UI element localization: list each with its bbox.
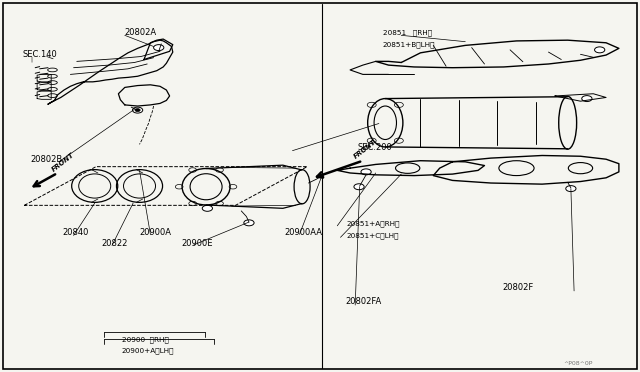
- Text: SEC.140: SEC.140: [22, 49, 57, 58]
- Text: 20851+C〈LH〉: 20851+C〈LH〉: [347, 232, 399, 239]
- Text: ^P08^0P: ^P08^0P: [563, 361, 593, 366]
- Text: 20851   〈RH〉: 20851 〈RH〉: [383, 29, 432, 36]
- Text: 20851+B〈LH〉: 20851+B〈LH〉: [383, 42, 435, 48]
- Circle shape: [582, 96, 592, 102]
- Text: 20802B: 20802B: [31, 155, 63, 164]
- Text: FRONT: FRONT: [353, 139, 378, 160]
- Text: 20840: 20840: [63, 228, 89, 237]
- Text: 20802F: 20802F: [502, 283, 534, 292]
- Text: |: |: [31, 56, 33, 62]
- Text: 20900  〈RH〉: 20900 〈RH〉: [122, 337, 168, 343]
- Text: SEC.200: SEC.200: [357, 142, 392, 151]
- Text: 20900A: 20900A: [140, 228, 172, 237]
- Text: FRONT: FRONT: [51, 152, 76, 173]
- Text: 20802A: 20802A: [125, 28, 157, 37]
- Circle shape: [154, 45, 164, 51]
- Circle shape: [132, 107, 143, 113]
- Text: 20802FA: 20802FA: [346, 297, 382, 306]
- Circle shape: [319, 175, 324, 178]
- Text: 20822: 20822: [101, 239, 127, 248]
- Text: 20900+A〈LH〉: 20900+A〈LH〉: [122, 348, 174, 354]
- Text: 20851+A〈RH〉: 20851+A〈RH〉: [347, 220, 401, 227]
- Circle shape: [244, 220, 254, 226]
- Circle shape: [361, 169, 371, 175]
- Circle shape: [595, 47, 605, 53]
- Circle shape: [566, 186, 576, 192]
- Text: 20900E: 20900E: [181, 239, 212, 248]
- Text: 20900AA: 20900AA: [285, 228, 323, 237]
- Circle shape: [354, 184, 364, 190]
- Circle shape: [135, 109, 140, 112]
- Circle shape: [202, 205, 212, 211]
